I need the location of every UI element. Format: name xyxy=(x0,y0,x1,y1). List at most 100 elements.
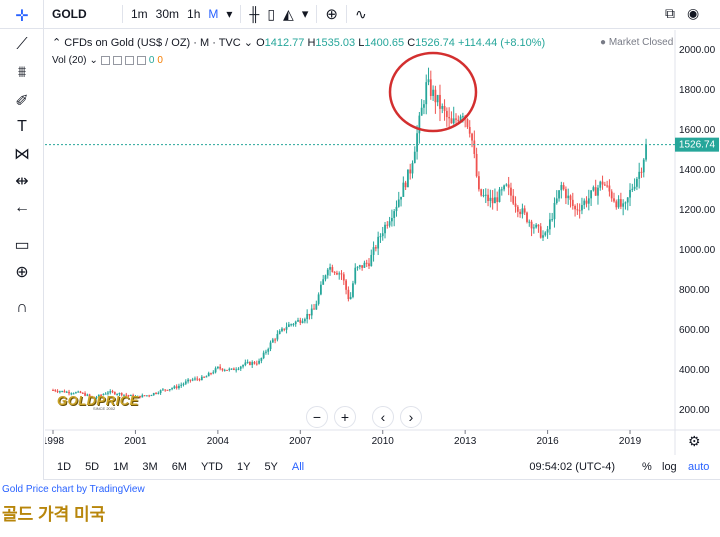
timeframe-6m[interactable]: 6M xyxy=(171,461,187,473)
volume-settings-icon[interactable] xyxy=(112,56,122,65)
price-tick-label: 1000.00 xyxy=(679,245,716,256)
interval-m[interactable]: M xyxy=(208,7,219,21)
candle-body xyxy=(107,392,109,394)
candle-body xyxy=(436,94,439,103)
timeframe-all[interactable]: All xyxy=(291,461,305,473)
candle-body xyxy=(581,205,583,211)
time-tick-label: 2010 xyxy=(372,436,395,447)
gear-icon[interactable]: ⚙ xyxy=(688,433,701,449)
bar-style-icon[interactable]: ╫ xyxy=(249,6,260,22)
candle-body xyxy=(326,269,329,276)
candle-body xyxy=(423,104,425,108)
candle-body xyxy=(599,181,602,188)
legend-collapse-icon[interactable]: ⌃ xyxy=(52,37,62,49)
candle-body xyxy=(381,233,384,237)
last-price-tag xyxy=(675,137,719,152)
price-chart[interactable]: 200.00 400.00 600.00 800.00 1000.00 1200.00 14… xyxy=(45,30,720,455)
candle-body xyxy=(510,187,512,196)
candle-body xyxy=(640,171,643,173)
interval-30m[interactable]: 30m xyxy=(155,7,180,21)
zoom-in-button[interactable]: + xyxy=(334,406,356,428)
candle-body xyxy=(574,205,576,210)
candle-body xyxy=(221,368,224,371)
interval-dropdown-icon[interactable]: ▾ xyxy=(226,7,233,21)
camera-icon[interactable]: ◉ xyxy=(687,5,700,21)
zoom-out-button[interactable]: − xyxy=(306,406,328,428)
legend-o-label: O xyxy=(256,37,265,49)
candle-body xyxy=(555,198,558,203)
tradingview-credit-link[interactable]: Gold Price chart by TradingView xyxy=(2,484,145,495)
price-tick-label: 1600.00 xyxy=(679,125,716,136)
time-tick-label: 2001 xyxy=(124,436,147,447)
measure-icon[interactable]: ⇹ xyxy=(15,173,29,190)
candle-body xyxy=(452,118,455,124)
timeframe-5y[interactable]: 5Y xyxy=(264,461,278,473)
style-dropdown-icon[interactable]: ▾ xyxy=(301,6,309,21)
volume-dropdown-icon[interactable]: ⌄ xyxy=(89,55,98,66)
separator xyxy=(240,5,242,23)
fullscreen-icon[interactable]: ⧉ xyxy=(665,5,675,21)
candle-body xyxy=(413,151,416,164)
fib-icon[interactable]: ⩩ xyxy=(17,64,27,81)
top-right-actions: ⧉ ◉ xyxy=(665,5,699,22)
volume-eye-icon[interactable] xyxy=(100,56,110,65)
timeframe-1y[interactable]: 1Y xyxy=(236,461,251,473)
legend-dropdown-icon[interactable]: ⌄ xyxy=(243,37,253,49)
candle-body xyxy=(271,339,274,343)
timeframe-1m[interactable]: 1M xyxy=(113,461,129,473)
top-toolbar: GOLD 1m 30m 1h M ▾ ╫ ▯ ◭ ▾ ⊕ ∿ xyxy=(0,0,720,29)
symbol-search[interactable]: GOLD xyxy=(52,7,87,21)
candle-body xyxy=(484,194,487,196)
timeframe-5d[interactable]: 5D xyxy=(85,461,100,473)
time-tick-label: 2004 xyxy=(207,436,230,447)
scroll-right-button[interactable]: › xyxy=(400,406,422,428)
candle-body xyxy=(544,232,547,236)
candle-body xyxy=(242,365,244,367)
area-style-icon[interactable]: ◭ xyxy=(283,5,294,22)
candle-body xyxy=(299,320,302,323)
arrow-left-icon[interactable]: ← xyxy=(14,199,30,216)
page-caption: 골드 가격 미국 xyxy=(2,505,106,524)
volume-remove-icon[interactable] xyxy=(124,56,134,65)
clock[interactable]: 09:54:02 (UTC-4) xyxy=(529,461,615,473)
candle-body xyxy=(418,115,421,134)
timeframe-1d[interactable]: 1D xyxy=(57,461,72,473)
candle-body xyxy=(65,391,68,393)
volume-more-icon[interactable] xyxy=(136,56,146,65)
candle-body xyxy=(626,197,629,203)
candle-body xyxy=(320,284,322,295)
time-tick-label: 2019 xyxy=(619,436,642,447)
percent-scale-button[interactable]: % xyxy=(642,461,652,473)
volume-value-1: 0 xyxy=(148,55,155,66)
crosshair-icon[interactable]: ✛ xyxy=(15,8,29,25)
candle-body xyxy=(246,361,249,363)
candle-body xyxy=(439,94,441,109)
text-icon[interactable]: T xyxy=(17,118,27,135)
trend-line-icon[interactable]: ⟋ xyxy=(16,36,28,53)
pattern-icon[interactable]: ⋈ xyxy=(14,146,30,163)
timeframe-ytd[interactable]: YTD xyxy=(200,461,223,473)
interval-1h[interactable]: 1h xyxy=(187,7,201,21)
log-scale-button[interactable]: log xyxy=(662,461,677,473)
candle-body xyxy=(237,368,240,370)
zoom-in-icon[interactable]: ⊕ xyxy=(15,264,29,281)
candle-body xyxy=(276,334,279,340)
add-indicator-icon[interactable]: ⊕ xyxy=(325,6,338,23)
magnet-icon[interactable]: ∩ xyxy=(16,299,28,316)
timeframe-3m[interactable]: 3M xyxy=(142,461,158,473)
scroll-left-button[interactable]: ‹ xyxy=(372,406,394,428)
time-axis: 1998 2001 2004 2007 2010 2013 2016 2019 xyxy=(45,430,642,447)
candle-style-icon[interactable]: ▯ xyxy=(267,5,276,22)
candle-body xyxy=(546,229,549,233)
candle-body xyxy=(450,118,453,124)
candle-body xyxy=(331,267,334,273)
candle-body xyxy=(239,366,242,369)
candle-body xyxy=(219,366,222,369)
brush-icon[interactable]: ✐ xyxy=(15,93,29,110)
candle-body xyxy=(592,187,595,191)
auto-scale-button[interactable]: auto xyxy=(688,461,710,473)
compare-icon[interactable]: ∿ xyxy=(354,5,367,22)
interval-1m[interactable]: 1m xyxy=(131,7,148,21)
ruler-icon[interactable]: ▭ xyxy=(14,237,30,254)
candle-body xyxy=(390,217,393,222)
